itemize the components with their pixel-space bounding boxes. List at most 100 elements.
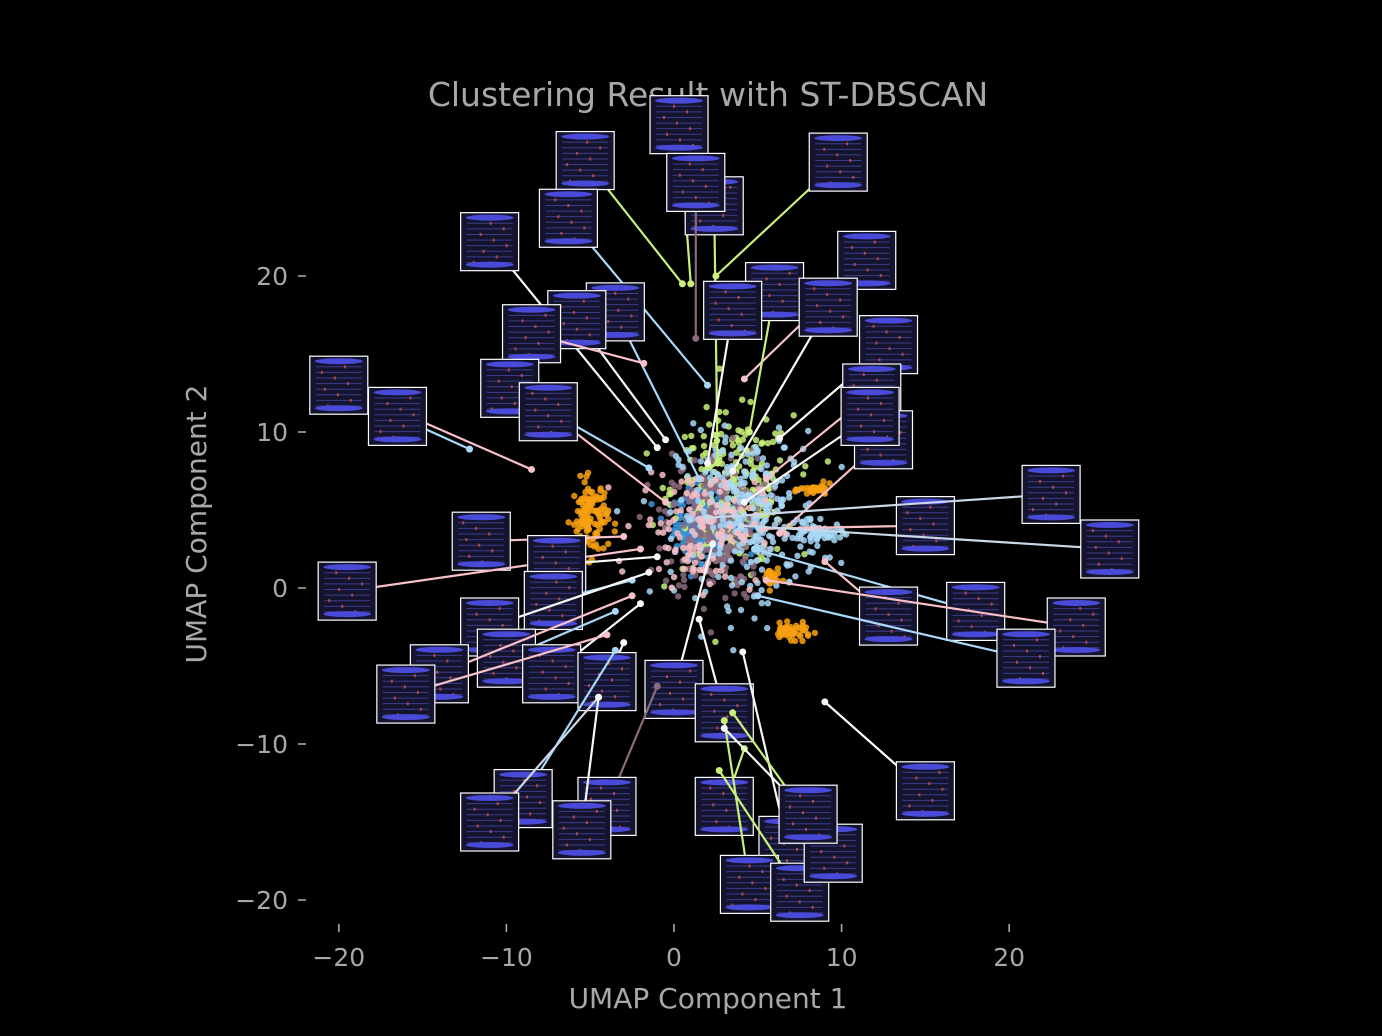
cluster-point	[722, 434, 729, 441]
annotation-0	[649, 95, 709, 288]
cluster-point	[764, 440, 772, 447]
annotation-23	[704, 464, 1081, 524]
cluster-point	[670, 516, 677, 524]
cluster-point	[738, 573, 745, 581]
cluster-point	[805, 427, 812, 435]
cluster-point	[747, 398, 754, 406]
cluster-point	[580, 503, 587, 510]
cluster-point	[718, 528, 726, 535]
cluster-point	[640, 498, 648, 505]
cluster-point	[807, 515, 814, 522]
cluster-point	[699, 452, 707, 459]
cluster-point	[671, 548, 679, 555]
cluster-point	[688, 516, 695, 523]
cluster-point	[730, 508, 737, 516]
annotation-40	[694, 615, 754, 743]
cluster-point	[671, 488, 678, 495]
annotation-point	[729, 467, 737, 475]
thumbnail-inset	[1080, 519, 1140, 579]
cluster-point	[728, 582, 736, 589]
cluster-point	[689, 528, 696, 535]
annotation-point	[636, 545, 644, 553]
cluster-point	[591, 520, 599, 527]
annotation-5	[666, 152, 726, 342]
annotation-point	[750, 545, 758, 553]
annotation-point	[714, 459, 722, 467]
cluster-point	[670, 500, 678, 507]
cluster-point	[580, 494, 587, 502]
cluster-point	[636, 513, 643, 521]
annotation-point	[645, 568, 653, 576]
cluster-point	[748, 551, 755, 558]
cluster-point	[703, 403, 710, 411]
cluster-point	[758, 587, 765, 594]
cluster-point	[586, 518, 594, 526]
annotation-39	[644, 540, 717, 720]
cluster-point	[600, 494, 607, 501]
cluster-point	[611, 528, 618, 535]
cluster-point	[717, 430, 725, 438]
cluster-point	[737, 444, 745, 452]
cluster-point	[787, 623, 794, 631]
cluster-point	[727, 624, 735, 632]
cluster-point	[703, 546, 710, 553]
cluster-point	[675, 582, 683, 589]
annotation-point	[754, 592, 762, 600]
cluster-point	[665, 545, 672, 552]
cluster-point	[742, 531, 749, 539]
cluster-point	[731, 590, 738, 597]
thumbnail-inset	[778, 784, 838, 844]
cluster-point	[768, 534, 776, 541]
cluster-point	[742, 458, 749, 465]
annotation-point	[729, 709, 737, 717]
annotation-13	[501, 304, 648, 367]
thumbnail-annotations	[309, 95, 1140, 922]
cluster-point	[655, 565, 663, 573]
cluster-point	[737, 532, 744, 539]
cluster-point	[577, 472, 584, 479]
cluster-point	[565, 519, 572, 526]
x-tick-label: 20	[993, 943, 1025, 972]
cluster-point	[817, 515, 824, 523]
cluster-point	[592, 541, 600, 548]
thumbnail-inset	[460, 212, 520, 272]
cluster-point	[689, 511, 696, 518]
cluster-point	[735, 427, 742, 434]
cluster-point	[675, 593, 682, 600]
cluster-point	[643, 450, 650, 457]
cluster-point	[695, 497, 702, 505]
cluster-point	[582, 489, 589, 496]
cluster-point	[613, 508, 621, 515]
cluster-point	[706, 421, 713, 428]
cluster-point	[782, 530, 789, 537]
thumbnail-inset	[451, 511, 511, 571]
cluster-point	[667, 568, 674, 575]
x-tick-label: 10	[826, 943, 858, 972]
annotation-49	[821, 698, 956, 821]
cluster-5	[774, 618, 819, 645]
cluster-point	[743, 563, 751, 571]
cluster-point	[667, 509, 674, 516]
leader-line	[754, 547, 976, 613]
thumbnail-inset	[798, 277, 858, 337]
cluster-point	[721, 478, 728, 485]
leader-line	[707, 493, 1052, 519]
cluster-point	[694, 516, 702, 523]
cluster-point	[730, 647, 737, 654]
thumbnail-inset	[523, 570, 583, 631]
cluster-point	[656, 545, 663, 552]
cluster-point	[744, 451, 751, 458]
cluster-point	[774, 516, 781, 523]
cluster-point	[663, 559, 670, 566]
cluster-point	[713, 502, 721, 509]
annotation-19	[518, 382, 670, 506]
cluster-point	[806, 548, 813, 555]
cluster-point	[578, 518, 586, 525]
thumbnail-inset	[694, 683, 754, 743]
annotation-point	[640, 359, 648, 367]
cluster-point	[672, 452, 680, 460]
annotation-point	[715, 767, 723, 775]
cluster-point	[681, 565, 688, 573]
leader-line	[347, 547, 641, 593]
annotation-43	[460, 693, 603, 852]
